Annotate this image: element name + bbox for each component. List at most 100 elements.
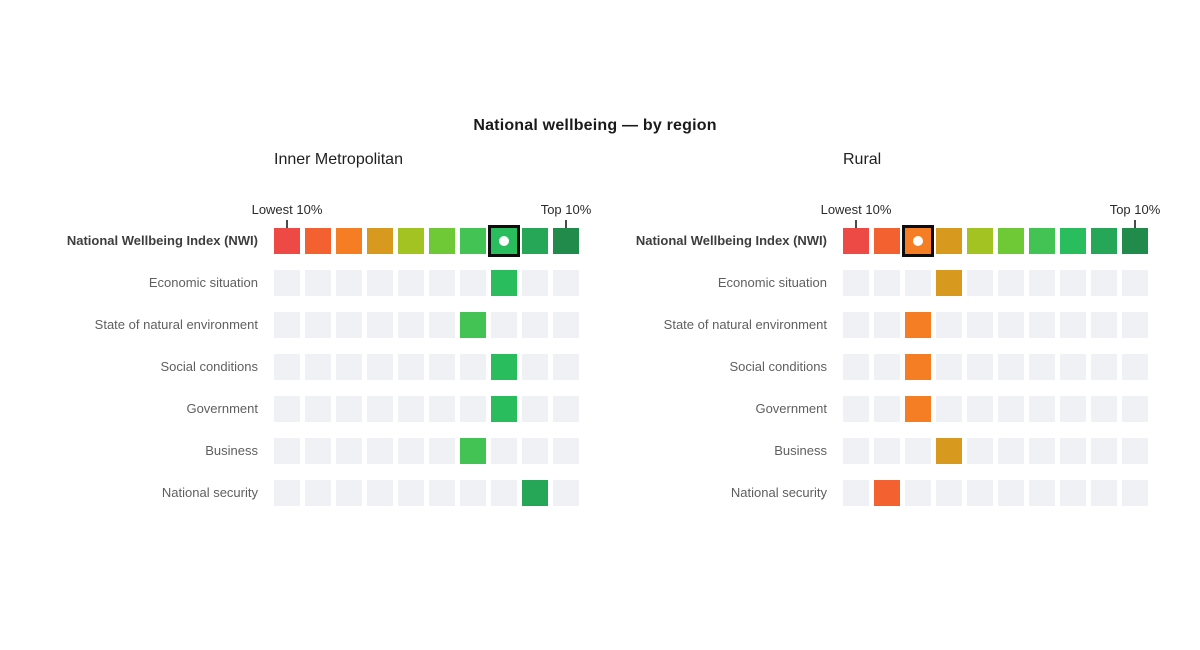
heat-cell-empty [553, 396, 579, 422]
heat-cell-empty [1122, 354, 1148, 380]
row-label: State of natural environment [94, 317, 258, 332]
heat-cell [936, 228, 962, 254]
panel-header-rural: Rural [843, 151, 882, 168]
heat-row: Economic situation [607, 270, 1163, 296]
row-label: Business [205, 443, 258, 458]
row-label: State of natural environment [663, 317, 827, 332]
heat-cell [522, 228, 548, 254]
heat-cell [367, 228, 393, 254]
heat-cell-empty [274, 438, 300, 464]
heat-cell-empty [998, 396, 1024, 422]
heat-cell-value [522, 480, 548, 506]
heat-cells [274, 312, 579, 338]
heat-cell-empty [336, 396, 362, 422]
axis-row: Lowest 10% Top 10% [821, 202, 1160, 228]
row-label: National Wellbeing Index (NWI) [66, 233, 258, 248]
heat-cell-empty [305, 396, 331, 422]
heat-cell-empty [843, 354, 869, 380]
heat-cell-empty [843, 480, 869, 506]
heat-cells [843, 480, 1148, 506]
row-label: Social conditions [729, 359, 827, 374]
highlight-dot [499, 236, 509, 246]
heat-cell-empty [367, 480, 393, 506]
heat-cell-empty [305, 270, 331, 296]
heat-cell-empty [936, 480, 962, 506]
heat-cell-empty [936, 312, 962, 338]
heat-cells [843, 228, 1148, 254]
heat-cell-empty [1122, 312, 1148, 338]
heat-cell-empty [429, 396, 455, 422]
heat-cell-empty [874, 438, 900, 464]
heat-cell-empty [1029, 270, 1055, 296]
heat-cell-empty [1029, 438, 1055, 464]
axis-label-top: Top 10% [540, 202, 592, 217]
heat-row: Economic situation [38, 270, 594, 296]
axis-label-top: Top 10% [1109, 202, 1161, 217]
axis-tick-top [565, 220, 567, 228]
row-label: Social conditions [160, 359, 258, 374]
heat-cell-empty [874, 354, 900, 380]
row-label: National Wellbeing Index (NWI) [635, 233, 827, 248]
heat-cells [274, 228, 579, 254]
axis-tick-top [1134, 220, 1136, 228]
heat-cell-value [491, 270, 517, 296]
heat-cell-empty [1091, 438, 1117, 464]
heat-cell-empty [305, 438, 331, 464]
heat-cell-empty [843, 270, 869, 296]
heat-cell [460, 228, 486, 254]
heat-cell-empty [874, 270, 900, 296]
heat-cell-empty [553, 312, 579, 338]
heat-cell [1091, 228, 1117, 254]
heat-cell-empty [1122, 438, 1148, 464]
heatmap-rows: National Wellbeing Index (NWI) Economic s… [607, 228, 1163, 522]
heat-cell-empty [1029, 312, 1055, 338]
axis-tick-lowest [855, 220, 857, 228]
heat-cell-empty [905, 270, 931, 296]
heat-cell [1060, 228, 1086, 254]
heat-cell [843, 228, 869, 254]
heat-cells [843, 438, 1148, 464]
heat-cell-empty [1060, 480, 1086, 506]
heat-cell-empty [843, 396, 869, 422]
heat-cell-empty [936, 354, 962, 380]
heat-cell-empty [491, 312, 517, 338]
heat-cell-empty [1122, 396, 1148, 422]
heat-row: Business [607, 438, 1163, 464]
heat-cell-empty [967, 396, 993, 422]
panel-rural: Rural Lowest 10% Top 10% National Wellbe… [607, 151, 1163, 511]
heat-cell-empty [274, 312, 300, 338]
heat-cells [274, 480, 579, 506]
heat-cell-empty [1091, 396, 1117, 422]
heat-cell [305, 228, 331, 254]
heat-cells [274, 270, 579, 296]
heat-cell-empty [967, 354, 993, 380]
heat-cell-empty [367, 270, 393, 296]
heat-row: Social conditions [607, 354, 1163, 380]
heat-cell-value [874, 480, 900, 506]
heat-cell-empty [998, 480, 1024, 506]
heat-cell-empty [398, 270, 424, 296]
row-label: Economic situation [717, 275, 827, 290]
heat-cell-empty [274, 354, 300, 380]
heat-cells [843, 396, 1148, 422]
heat-row: National security [38, 480, 594, 506]
heat-cell [967, 228, 993, 254]
heat-cell [1029, 228, 1055, 254]
heat-cell-empty [305, 354, 331, 380]
heat-cell-empty [553, 354, 579, 380]
heat-cell-empty [336, 312, 362, 338]
heat-cell-empty [874, 396, 900, 422]
heat-cell-empty [522, 438, 548, 464]
heat-cell-empty [274, 480, 300, 506]
heat-row: State of natural environment [38, 312, 594, 338]
heat-cell-highlighted [491, 228, 517, 254]
heat-cell-value [491, 354, 517, 380]
heat-cell-empty [398, 396, 424, 422]
heat-cell-empty [553, 438, 579, 464]
heat-cell-empty [843, 312, 869, 338]
heat-cell-empty [429, 270, 455, 296]
axis-label-lowest: Lowest 10% [251, 202, 323, 217]
heat-cell-value [905, 312, 931, 338]
heat-cell [553, 228, 579, 254]
